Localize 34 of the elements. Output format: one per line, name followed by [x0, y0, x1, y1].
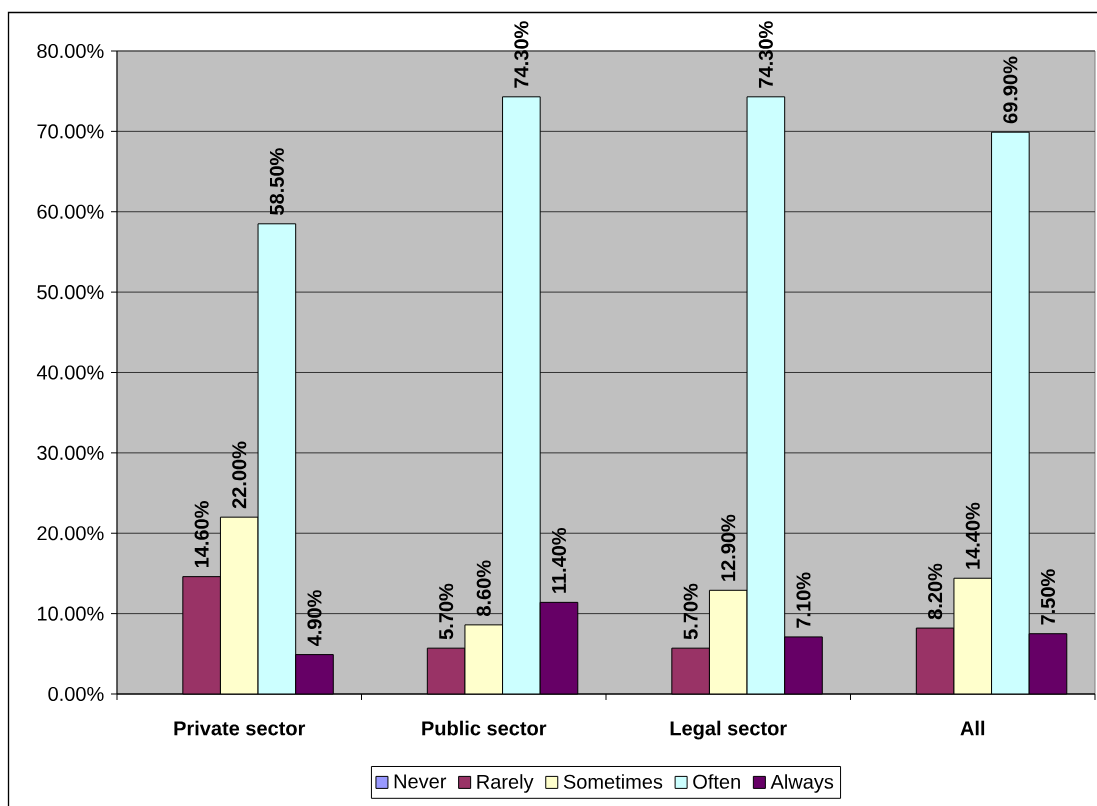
data-label: 58.50% [269, 148, 284, 215]
data-label: 74.30% [758, 21, 773, 88]
x-tick-label: Public sector [422, 720, 547, 736]
y-tick-label: 50.00% [37, 285, 104, 300]
data-label: 8.20% [928, 563, 943, 620]
data-label: 12.90% [721, 514, 736, 581]
legend-label: Often [693, 774, 740, 789]
legend-label: Never [394, 774, 447, 789]
y-tick-label: 40.00% [36, 365, 104, 380]
data-label: 74.30% [514, 21, 529, 88]
data-label: 5.70% [683, 583, 698, 640]
legend-label: Sometimes [563, 774, 663, 789]
data-label: 14.40% [965, 502, 980, 569]
data-label: 5.70% [439, 583, 454, 640]
y-tick-label: 20.00% [37, 526, 104, 541]
y-tick-label: 80.00% [37, 43, 104, 59]
data-label: 11.40% [551, 527, 567, 593]
legend-label: Rarely [477, 774, 534, 793]
y-tick-label: 30.00% [37, 445, 104, 460]
data-label: 69.90% [1003, 56, 1018, 124]
data-label: 4.90% [307, 590, 322, 647]
x-tick-label: Private sector [174, 720, 306, 736]
y-tick-label: 70.00% [37, 124, 104, 139]
y-tick-label: 10.00% [37, 606, 104, 621]
x-tick-label: All [960, 720, 985, 736]
y-tick-label: 60.00% [37, 204, 104, 219]
y-tick-label: 0.00% [48, 686, 104, 702]
data-label: 22.00% [232, 441, 247, 509]
legend-label: Always [770, 774, 834, 793]
x-tick-label: Legal sector [670, 720, 787, 740]
data-label: 14.60% [194, 501, 209, 568]
data-label: 8.60% [476, 560, 491, 616]
data-label: 7.50% [1040, 569, 1056, 625]
data-label: 7.10% [796, 572, 811, 628]
